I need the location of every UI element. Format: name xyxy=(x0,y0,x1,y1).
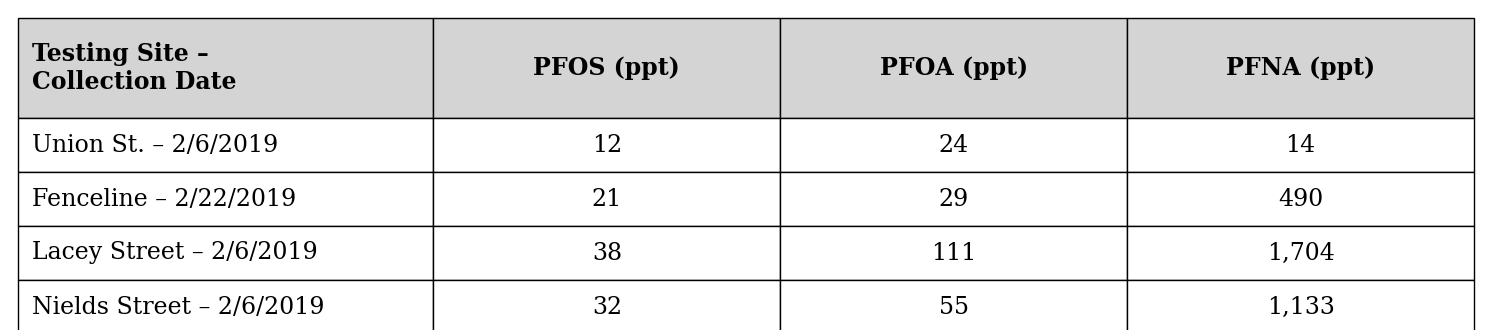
Bar xyxy=(433,172,780,226)
Text: 14: 14 xyxy=(1286,134,1316,156)
Bar xyxy=(18,226,433,280)
Text: 111: 111 xyxy=(931,242,976,265)
Text: 490: 490 xyxy=(1279,187,1323,211)
Bar xyxy=(433,18,780,118)
Bar xyxy=(18,280,433,330)
Text: PFOA (ppt): PFOA (ppt) xyxy=(880,56,1028,80)
Text: PFOS (ppt): PFOS (ppt) xyxy=(534,56,680,80)
Bar xyxy=(1126,226,1474,280)
Text: 12: 12 xyxy=(592,134,622,156)
Bar xyxy=(18,18,433,118)
Text: 55: 55 xyxy=(938,295,968,318)
Bar xyxy=(433,226,780,280)
Bar xyxy=(18,118,433,172)
Text: PFNA (ppt): PFNA (ppt) xyxy=(1226,56,1376,80)
Bar xyxy=(18,172,433,226)
Text: 24: 24 xyxy=(938,134,968,156)
Text: Testing Site –
Collection Date: Testing Site – Collection Date xyxy=(31,42,236,94)
Bar xyxy=(780,18,1126,118)
Bar xyxy=(1126,18,1474,118)
Text: 29: 29 xyxy=(938,187,968,211)
Text: 1,704: 1,704 xyxy=(1267,242,1334,265)
Bar xyxy=(780,118,1126,172)
Text: Nields Street – 2/6/2019: Nields Street – 2/6/2019 xyxy=(31,295,324,318)
Text: 1,133: 1,133 xyxy=(1267,295,1334,318)
Text: Lacey Street – 2/6/2019: Lacey Street – 2/6/2019 xyxy=(31,242,318,265)
Text: 38: 38 xyxy=(592,242,622,265)
Bar xyxy=(780,226,1126,280)
Text: 21: 21 xyxy=(592,187,622,211)
Text: Union St. – 2/6/2019: Union St. – 2/6/2019 xyxy=(31,134,278,156)
Bar xyxy=(433,118,780,172)
Text: Fenceline – 2/22/2019: Fenceline – 2/22/2019 xyxy=(31,187,295,211)
Bar xyxy=(780,172,1126,226)
Bar xyxy=(1126,118,1474,172)
Text: 32: 32 xyxy=(592,295,622,318)
Bar xyxy=(1126,280,1474,330)
Bar xyxy=(433,280,780,330)
Bar xyxy=(780,280,1126,330)
Bar xyxy=(1126,172,1474,226)
